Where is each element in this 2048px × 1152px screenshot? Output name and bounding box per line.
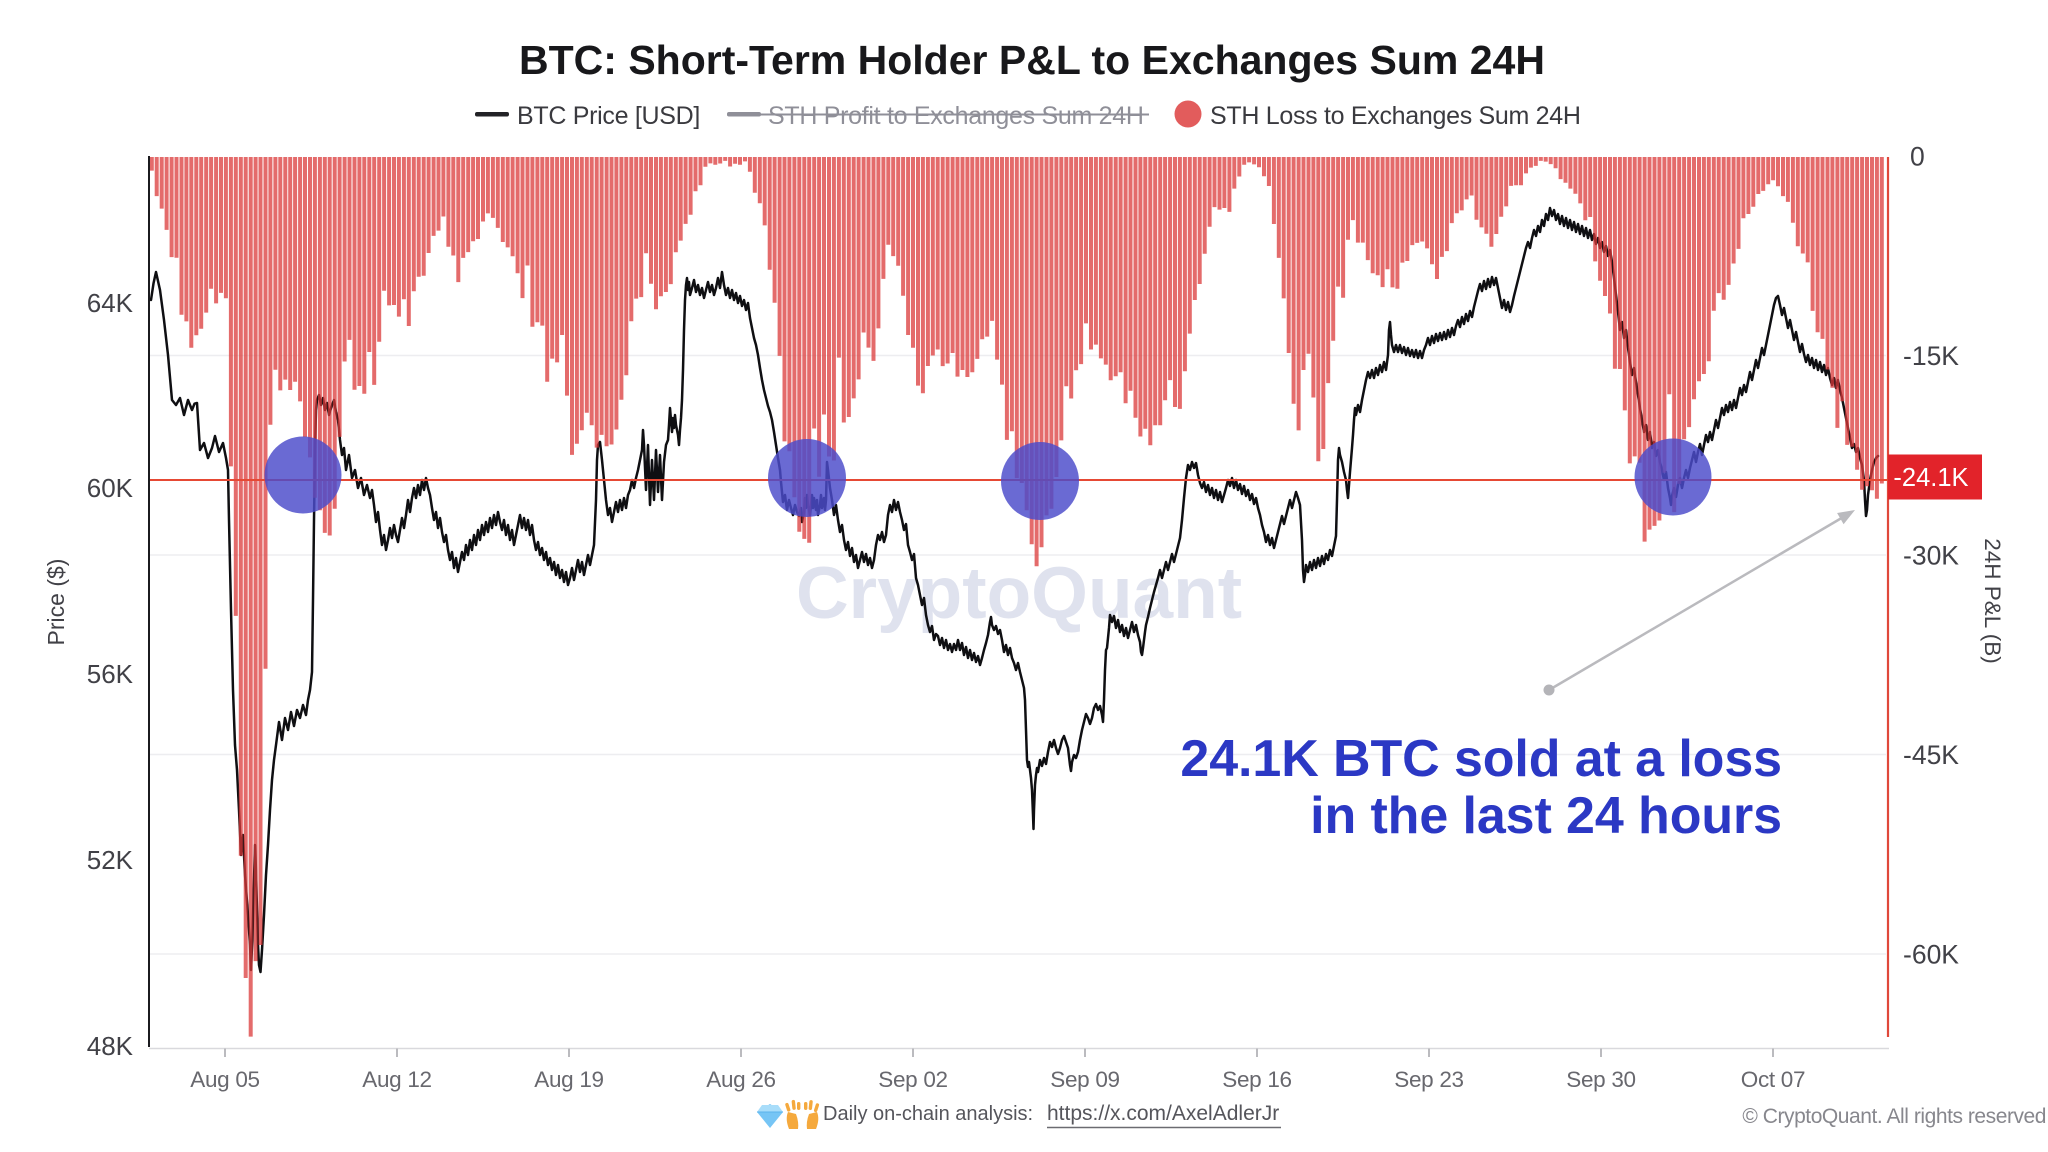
svg-text:48K: 48K <box>87 1031 134 1061</box>
svg-text:24.1K BTC sold at a loss: 24.1K BTC sold at a loss <box>1180 730 1782 788</box>
svg-text:Sep 09: Sep 09 <box>1050 1067 1120 1092</box>
svg-text:BTC: Short-Term Holder P&L to: BTC: Short-Term Holder P&L to Exchanges … <box>519 37 1545 83</box>
svg-text:Sep 30: Sep 30 <box>1566 1067 1636 1092</box>
svg-text:0: 0 <box>1910 142 1925 172</box>
svg-text:-30K: -30K <box>1903 541 1959 571</box>
svg-text:52K: 52K <box>87 845 134 875</box>
svg-text:64K: 64K <box>87 288 134 318</box>
svg-text:Price ($): Price ($) <box>43 559 69 646</box>
svg-text:Oct 07: Oct 07 <box>1741 1067 1805 1092</box>
svg-text:BTC Price [USD]: BTC Price [USD] <box>517 102 700 130</box>
svg-text:56K: 56K <box>87 659 134 689</box>
svg-text:CryptoQuant: CryptoQuant <box>796 553 1242 634</box>
svg-text:-45K: -45K <box>1903 740 1959 770</box>
svg-text:in the last 24 hours: in the last 24 hours <box>1310 787 1782 845</box>
svg-text:-24.1K: -24.1K <box>1893 464 1968 492</box>
svg-text:Aug 26: Aug 26 <box>706 1067 776 1092</box>
svg-text:Aug 12: Aug 12 <box>362 1067 432 1092</box>
svg-text:-60K: -60K <box>1903 940 1959 970</box>
svg-text:24H P&L (B): 24H P&L (B) <box>1980 538 2005 663</box>
svg-text:Sep 16: Sep 16 <box>1222 1067 1292 1092</box>
svg-text:Aug 05: Aug 05 <box>190 1067 260 1092</box>
svg-text:STH Profit to Exchanges Sum 24: STH Profit to Exchanges Sum 24H <box>768 102 1144 130</box>
svg-text:https://x.com/AxelAdlerJr: https://x.com/AxelAdlerJr <box>1047 1102 1279 1125</box>
svg-text:Aug 19: Aug 19 <box>534 1067 604 1092</box>
svg-text:STH Loss to Exchanges Sum 24H: STH Loss to Exchanges Sum 24H <box>1210 102 1581 130</box>
svg-text:60K: 60K <box>87 473 134 503</box>
svg-text:Sep 02: Sep 02 <box>878 1067 948 1092</box>
svg-text:-15K: -15K <box>1903 341 1959 371</box>
svg-text:Sep 23: Sep 23 <box>1394 1067 1464 1092</box>
svg-text:© CryptoQuant. All rights rese: © CryptoQuant. All rights reserved <box>1742 1105 2046 1128</box>
svg-text:Daily on-chain analysis:: Daily on-chain analysis: <box>823 1103 1033 1125</box>
